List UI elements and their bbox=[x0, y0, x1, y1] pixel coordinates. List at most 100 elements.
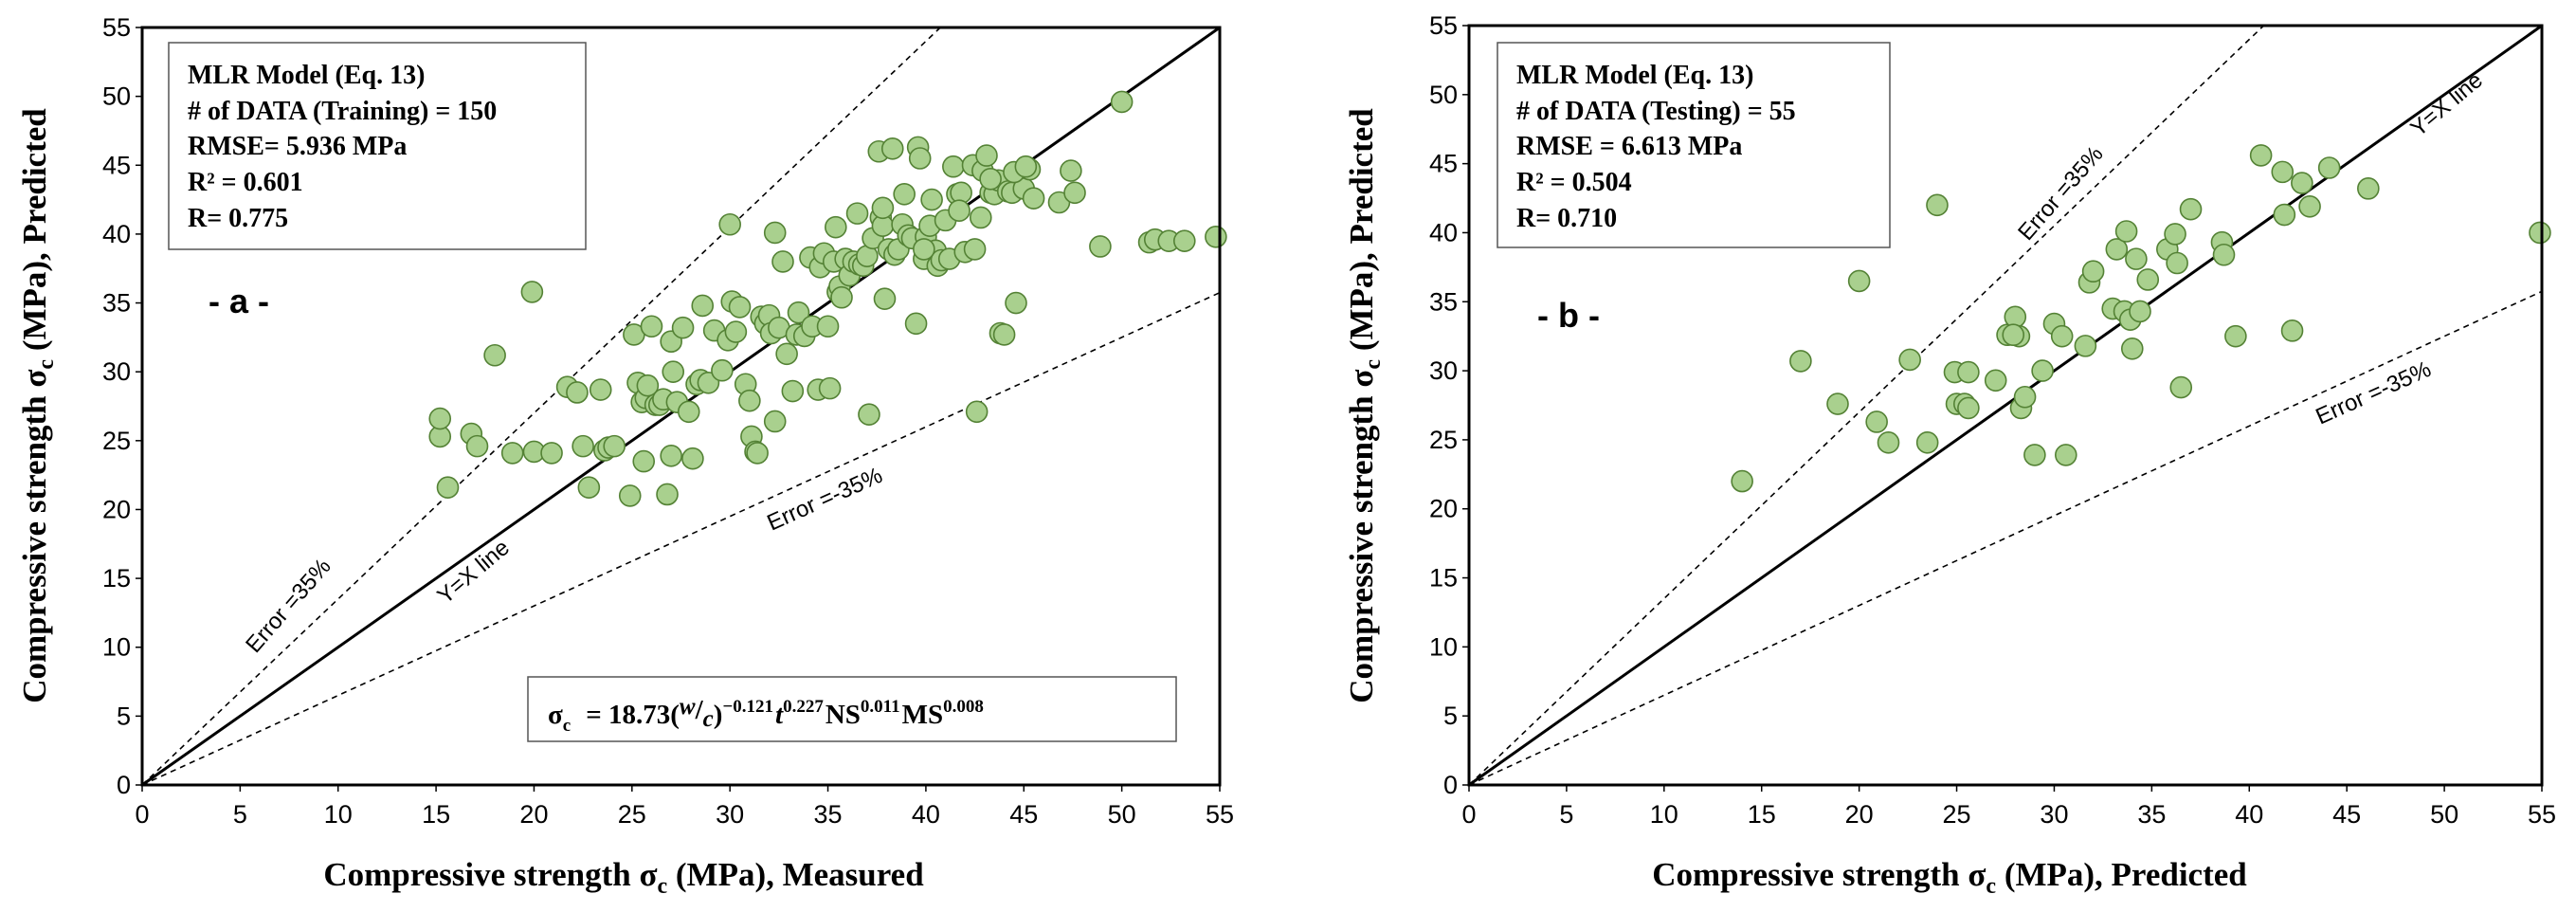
y-tick-label: 50 bbox=[1429, 81, 1458, 109]
data-point bbox=[948, 199, 971, 223]
data-point bbox=[920, 188, 943, 211]
data-point bbox=[2298, 194, 2321, 218]
y-tick-label: 0 bbox=[117, 771, 131, 799]
x-tick-label: 20 bbox=[1845, 800, 1874, 829]
data-point bbox=[618, 484, 642, 507]
y-tick-label: 10 bbox=[102, 633, 131, 662]
data-point bbox=[775, 342, 798, 366]
data-point bbox=[428, 407, 452, 430]
data-point bbox=[1826, 392, 1849, 415]
x-tick-label: 5 bbox=[233, 800, 247, 829]
panel-b: 0 5 10 15 20 25 30 35 40 45 50 55 0 5 10 15 20 25 30 35 40 4… bbox=[1343, 11, 2556, 899]
equation-a: σc = 18.73(w/c)−0.121t0.227NS0.011MS0.008 bbox=[548, 694, 984, 736]
data-point bbox=[2031, 359, 2054, 382]
equation-box-a bbox=[527, 676, 1177, 742]
data-point bbox=[904, 312, 928, 336]
x-tick-label: 25 bbox=[618, 800, 646, 829]
reference-line-2 bbox=[1468, 290, 2543, 786]
data-point bbox=[571, 434, 594, 458]
reference-lines-b bbox=[1468, 24, 2543, 787]
data-point bbox=[763, 221, 787, 245]
data-point bbox=[1926, 193, 1949, 217]
data-point bbox=[656, 483, 679, 506]
data-point bbox=[2317, 156, 2341, 179]
info-box-b bbox=[1497, 42, 1891, 248]
x-tick-label: 30 bbox=[716, 800, 744, 829]
data-point bbox=[2291, 172, 2313, 194]
data-point bbox=[436, 476, 460, 500]
panel-a: 0 5 10 15 20 25 30 35 40 45 50 55 0 5 10 15 20 25 30 35 40 4… bbox=[16, 13, 1234, 899]
data-point bbox=[2136, 268, 2160, 291]
data-point bbox=[1089, 235, 1112, 258]
data-point bbox=[1731, 469, 1753, 493]
data-point bbox=[2273, 203, 2296, 227]
y-tick-label: 35 bbox=[102, 289, 131, 318]
data-point bbox=[816, 315, 840, 338]
data-point bbox=[1014, 155, 1038, 178]
x-tick-label: 20 bbox=[519, 800, 548, 829]
data-point bbox=[2249, 144, 2273, 167]
info-line-count-b: # of DATA (Testing) = 55 bbox=[1516, 97, 1796, 126]
data-point bbox=[677, 400, 700, 424]
data-point bbox=[2125, 247, 2148, 270]
data-point bbox=[763, 410, 787, 433]
data-point bbox=[2074, 335, 2097, 357]
x-tick-label: 40 bbox=[2235, 800, 2263, 829]
data-point bbox=[1022, 187, 1045, 210]
data-point bbox=[2357, 177, 2380, 200]
data-point bbox=[711, 358, 734, 382]
info-line-model-b: MLR Model (Eq. 13) bbox=[1516, 61, 1753, 90]
y-tick-label: 40 bbox=[102, 220, 131, 248]
data-point bbox=[992, 323, 1016, 346]
data-point bbox=[2179, 197, 2203, 221]
data-point bbox=[2280, 319, 2304, 342]
plot-frame-b bbox=[1467, 24, 2544, 787]
data-point bbox=[2529, 221, 2551, 245]
line-label-minus35-a: Error =-35% bbox=[763, 463, 886, 537]
x-tick-label: 50 bbox=[2430, 800, 2458, 829]
x-tick-labels-b: 0 5 10 15 20 25 30 35 40 45 50 55 bbox=[1461, 785, 2556, 829]
y-tick-label: 20 bbox=[102, 495, 131, 523]
x-tick-label: 10 bbox=[324, 800, 353, 829]
data-point bbox=[845, 202, 869, 225]
data-point bbox=[671, 316, 695, 339]
data-point bbox=[577, 476, 601, 500]
data-point bbox=[540, 442, 563, 465]
data-point bbox=[681, 447, 704, 470]
data-point bbox=[2120, 337, 2144, 360]
y-tick-label: 5 bbox=[1443, 702, 1458, 730]
data-point bbox=[1865, 410, 1888, 433]
line-label-plus35-b: Error =35% bbox=[2013, 141, 2108, 246]
data-point bbox=[2169, 375, 2193, 399]
data-point bbox=[963, 238, 987, 261]
data-point bbox=[640, 315, 663, 338]
info-line-r-a: R= 0.775 bbox=[188, 204, 288, 233]
y-tick-label: 25 bbox=[1429, 426, 1458, 454]
data-point bbox=[465, 434, 489, 458]
y-axis-title-b: Compressive strength σc (MPa), Predicted bbox=[1343, 108, 1386, 703]
x-tick-label: 15 bbox=[1748, 800, 1776, 829]
data-point bbox=[738, 389, 761, 412]
x-tick-label: 55 bbox=[2528, 800, 2556, 829]
y-tick-label: 15 bbox=[102, 564, 131, 593]
data-point bbox=[975, 144, 998, 167]
data-point bbox=[2002, 323, 2025, 347]
scatter-points-b bbox=[1731, 144, 2551, 493]
line-label-plus35-a: Error =35% bbox=[241, 554, 336, 658]
data-point bbox=[500, 442, 524, 465]
data-point bbox=[1957, 396, 1980, 420]
x-axis-title-a: Compressive strength σc (MPa), Measured bbox=[323, 856, 924, 899]
data-point bbox=[746, 442, 769, 465]
data-point bbox=[880, 137, 904, 160]
y-tick-label: 10 bbox=[1429, 632, 1458, 661]
x-tick-label: 50 bbox=[1108, 800, 1136, 829]
data-point bbox=[2050, 324, 2074, 348]
y-tick-label: 45 bbox=[1429, 150, 1458, 178]
data-point bbox=[636, 374, 660, 397]
y-tick-label: 45 bbox=[102, 151, 131, 179]
data-point bbox=[2271, 160, 2295, 184]
data-point bbox=[1205, 226, 1227, 248]
data-point bbox=[1005, 291, 1027, 315]
info-line-r-b: R= 0.710 bbox=[1516, 204, 1617, 233]
